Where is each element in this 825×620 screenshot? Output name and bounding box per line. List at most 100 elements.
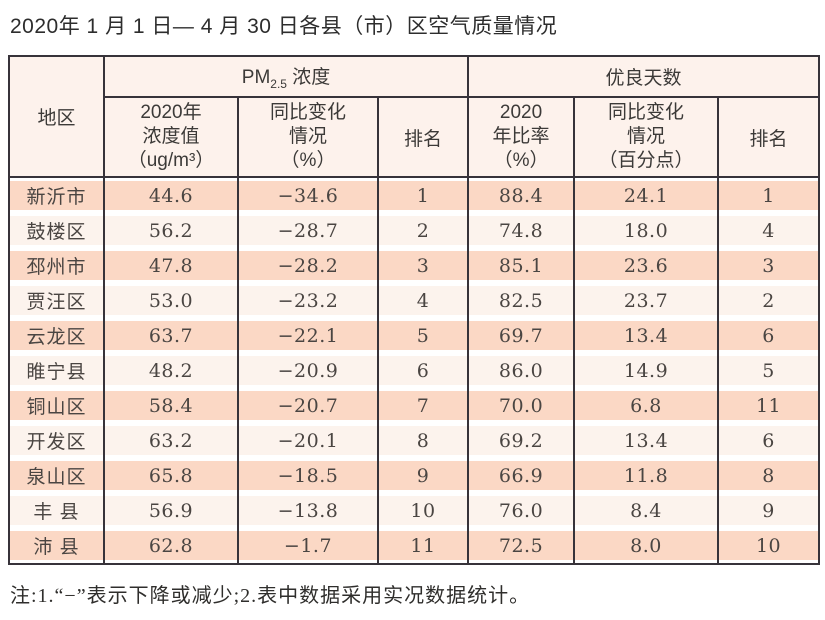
pm-rank-cell: 10 — [376, 493, 470, 528]
good-days-rank-cell: 9 — [717, 493, 821, 528]
good-days-ratio-cell: 69.7 — [467, 318, 576, 353]
header-line: （%） — [280, 150, 336, 171]
region-cell: 贾汪区 — [8, 283, 105, 318]
region-cell: 新沂市 — [8, 177, 105, 213]
pm-rank-cell: 11 — [376, 528, 470, 564]
good-days-ratio-cell: 85.1 — [467, 248, 576, 283]
good-days-rank-cell: 6 — [717, 318, 821, 353]
pm-change-cell: −22.1 — [237, 318, 379, 353]
air-quality-table: 地区 PM2.5 浓度 优良天数 2020年 浓度值 （ug/m³） 同比变化 … — [8, 55, 821, 565]
pm-concentration-cell: 44.6 — [103, 177, 239, 213]
header-line: （百分点） — [598, 150, 694, 171]
table-header: 地区 PM2.5 浓度 优良天数 2020年 浓度值 （ug/m³） 同比变化 … — [8, 56, 821, 178]
good-days-change-cell: 24.1 — [573, 177, 720, 213]
header-good-days-group: 优良天数 — [467, 56, 821, 98]
region-cell: 丰 县 — [8, 493, 105, 528]
pm-change-cell: −28.7 — [237, 213, 379, 248]
good-days-change-cell: 18.0 — [573, 213, 720, 248]
good-days-change-cell: 14.9 — [573, 353, 720, 388]
pm-rank-cell: 2 — [376, 213, 470, 248]
good-days-rank-cell: 2 — [717, 283, 821, 318]
pm-concentration-cell: 62.8 — [103, 528, 239, 564]
region-cell: 铜山区 — [8, 388, 105, 423]
pm-concentration-cell: 63.7 — [103, 318, 239, 353]
table-row: 新沂市 44.6 −34.6 1 88.4 24.1 1 — [8, 177, 821, 213]
good-days-rank-cell: 8 — [717, 458, 821, 493]
header-region: 地区 — [8, 56, 105, 178]
pm-rank-cell: 8 — [376, 423, 470, 458]
good-days-ratio-cell: 86.0 — [467, 353, 576, 388]
header-line: 同比变化 — [269, 102, 346, 123]
good-days-ratio-cell: 88.4 — [467, 177, 576, 213]
good-days-ratio-cell: 72.5 — [467, 528, 576, 564]
good-days-ratio-cell: 82.5 — [467, 283, 576, 318]
header-line: 情况 — [627, 126, 666, 147]
good-days-ratio-cell: 76.0 — [467, 493, 576, 528]
good-days-rank-cell: 4 — [717, 213, 821, 248]
good-days-rank-cell: 11 — [717, 388, 821, 423]
good-days-ratio-cell: 69.2 — [467, 423, 576, 458]
header-line: 2020 — [499, 102, 543, 123]
region-cell: 邳州市 — [8, 248, 105, 283]
pm-rank-cell: 5 — [376, 318, 470, 353]
header-good-ratio: 2020 年比率 （%） — [467, 97, 576, 178]
good-days-change-cell: 13.4 — [573, 318, 720, 353]
pm-change-cell: −20.9 — [237, 353, 379, 388]
pm-rank-cell: 3 — [376, 248, 470, 283]
page-title: 2020年 1 月 1 日— 4 月 30 日各县（市）区空气质量情况 — [10, 15, 558, 38]
region-cell: 泉山区 — [8, 458, 105, 493]
good-days-change-cell: 13.4 — [573, 423, 720, 458]
header-pm25-group: PM2.5 浓度 — [102, 56, 470, 98]
pm-concentration-cell: 48.2 — [103, 353, 239, 388]
header-line: 年比率 — [492, 126, 550, 147]
table-row: 贾汪区 53.0 −23.2 4 82.5 23.7 2 — [8, 283, 821, 318]
header-pm-change: 同比变化 情况 （%） — [237, 97, 379, 178]
pm-rank-cell: 7 — [376, 388, 470, 423]
header-pm-rank: 排名 — [376, 97, 470, 178]
table-row: 丰 县 56.9 −13.8 10 76.0 8.4 9 — [8, 493, 821, 528]
good-days-change-cell: 23.7 — [573, 283, 720, 318]
header-line: 浓度值 — [142, 126, 200, 147]
table-row: 开发区 63.2 −20.1 8 69.2 13.4 6 — [8, 423, 821, 458]
pm-change-cell: −23.2 — [237, 283, 379, 318]
pm25-label-rest: 浓度 — [286, 67, 331, 89]
pm-concentration-cell: 58.4 — [103, 388, 239, 423]
header-sub-row: 2020年 浓度值 （ug/m³） 同比变化 情况 （%） 排名 2020 年比… — [9, 97, 821, 178]
region-cell: 云龙区 — [8, 318, 105, 353]
pm-concentration-cell: 56.2 — [103, 213, 239, 248]
pm-rank-cell: 1 — [376, 177, 470, 213]
pm-concentration-cell: 63.2 — [103, 423, 239, 458]
region-cell: 睢宁县 — [8, 353, 105, 388]
good-days-rank-cell: 5 — [717, 353, 821, 388]
header-line: （%） — [493, 150, 549, 171]
table-row: 泉山区 65.8 −18.5 9 66.9 11.8 8 — [8, 458, 821, 493]
header-line: 情况 — [288, 126, 327, 147]
table-body: 新沂市 44.6 −34.6 1 88.4 24.1 1 鼓楼区 56.2 −28.7 2 74.8 1… — [8, 177, 821, 564]
pm-change-cell: −20.1 — [237, 423, 379, 458]
pm-concentration-cell: 47.8 — [103, 248, 239, 283]
pm-change-cell: −34.6 — [237, 177, 379, 213]
header-group-row: 地区 PM2.5 浓度 优良天数 — [8, 56, 821, 178]
pm-concentration-cell: 53.0 — [103, 283, 239, 318]
footnote: 注:1.“−”表示下降或减少;2.表中数据采用实况数据统计。 — [10, 585, 531, 607]
table-row: 睢宁县 48.2 −20.9 6 86.0 14.9 5 — [8, 353, 821, 388]
table-row: 铜山区 58.4 −20.7 7 70.0 6.8 11 — [8, 388, 821, 423]
good-days-ratio-cell: 66.9 — [467, 458, 576, 493]
pm-rank-cell: 6 — [376, 353, 470, 388]
pm-change-cell: −13.8 — [237, 493, 379, 528]
region-cell: 鼓楼区 — [8, 213, 105, 248]
header-good-rank: 排名 — [717, 97, 821, 178]
table-row: 云龙区 63.7 −22.1 5 69.7 13.4 6 — [8, 318, 821, 353]
header-pm-concentration: 2020年 浓度值 （ug/m³） — [103, 97, 239, 178]
region-cell: 沛 县 — [8, 528, 105, 564]
table-row: 邳州市 47.8 −28.2 3 85.1 23.6 3 — [8, 248, 821, 283]
pm25-label-subscript: 2.5 — [270, 76, 287, 91]
header-line: （ug/m³） — [127, 150, 215, 171]
pm-rank-cell: 9 — [376, 458, 470, 493]
pm-change-cell: −28.2 — [237, 248, 379, 283]
pm-rank-cell: 4 — [376, 283, 470, 318]
good-days-rank-cell: 10 — [717, 528, 821, 564]
good-days-rank-cell: 6 — [717, 423, 821, 458]
good-days-rank-cell: 1 — [717, 177, 821, 213]
pm-concentration-cell: 56.9 — [103, 493, 239, 528]
